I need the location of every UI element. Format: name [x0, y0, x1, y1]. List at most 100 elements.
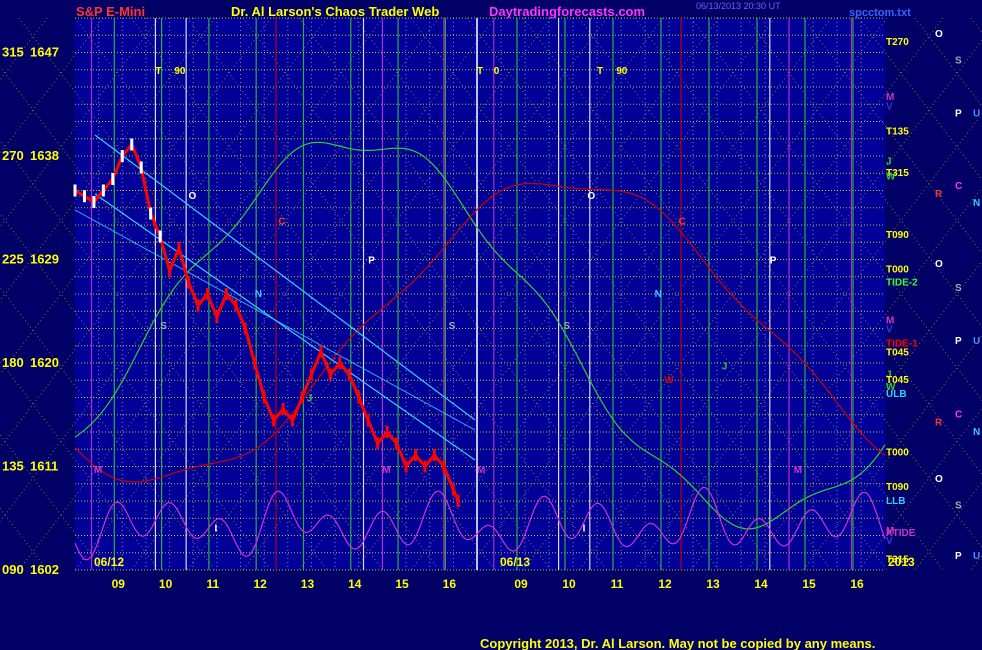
- cycle-label: W: [664, 375, 674, 386]
- cycle-label: S: [160, 321, 167, 332]
- t90-label: 90: [174, 66, 186, 77]
- date-label: 06/12: [94, 555, 124, 569]
- x-tick-label: 15: [395, 577, 409, 591]
- price-bar: [357, 391, 361, 404]
- planet-label: C: [955, 181, 962, 192]
- price-bar: [111, 173, 115, 185]
- series-layer: [74, 134, 886, 561]
- price-bar: [205, 288, 209, 300]
- level-label: W: [886, 172, 896, 183]
- price-bar: [177, 242, 181, 254]
- level-label: J: [886, 157, 892, 168]
- x-tick-label: 14: [754, 577, 768, 591]
- price-bar: [82, 190, 86, 203]
- cycle-label: P: [368, 256, 375, 267]
- level-label: J: [886, 369, 892, 380]
- y-tick-price: 1629: [30, 252, 59, 267]
- planet-label: O: [935, 474, 943, 485]
- price-bar: [309, 368, 313, 381]
- y-tick-degree: 225: [2, 252, 24, 267]
- x-tick-label: 13: [706, 577, 720, 591]
- x-tick-label: 10: [159, 577, 173, 591]
- price-bar: [281, 403, 285, 415]
- price-bar: [92, 196, 96, 208]
- level-label: M: [886, 526, 894, 537]
- price-bar: [158, 230, 162, 243]
- cycle-label: N: [655, 289, 662, 300]
- center-title: Dr. Al Larson's Chaos Trader Web: [231, 4, 439, 19]
- cycle-label: J: [722, 361, 728, 372]
- cycle-label: C: [679, 216, 686, 227]
- cycle-label: I: [215, 523, 218, 534]
- xtide-line: [74, 486, 886, 561]
- planet-label: O: [935, 259, 943, 270]
- price-bar: [376, 437, 380, 450]
- y-tick-degree: 090: [2, 562, 24, 577]
- x-tick-label: 09: [112, 577, 126, 591]
- level-label: ULB: [886, 389, 907, 400]
- file-name: spcctom.txt: [849, 7, 911, 19]
- y-tick-degree: 270: [2, 148, 24, 163]
- left-title: S&P E-Mini: [76, 4, 145, 19]
- x-tick-label: 11: [207, 577, 220, 591]
- price-bar: [404, 460, 408, 473]
- level-label: XTIDE: [886, 528, 916, 539]
- y-tick-degree: 180: [2, 355, 24, 370]
- x-tick-label: 12: [658, 577, 672, 591]
- price-bar: [366, 414, 370, 427]
- cycle-label: N: [255, 289, 262, 300]
- date-label: 06/13: [500, 555, 530, 569]
- copyright: Copyright 2013, Dr. Al Larson. May not b…: [480, 636, 875, 650]
- x-tick-label: 10: [562, 577, 576, 591]
- price-bar: [414, 449, 418, 461]
- price-bar: [130, 138, 134, 151]
- x-tick-label: 13: [301, 577, 315, 591]
- price-bar: [338, 357, 342, 369]
- price-bar: [196, 299, 200, 312]
- cycle-label: O: [587, 191, 595, 202]
- y-tick-price: 1620: [30, 355, 59, 370]
- planet-label: U: [973, 551, 980, 562]
- level-label: T000: [886, 265, 909, 276]
- x-tick-label: 15: [802, 577, 816, 591]
- level-label: V: [886, 101, 893, 112]
- planet-label: C: [955, 410, 962, 421]
- price-bar: [385, 426, 389, 438]
- level-label: T315: [886, 555, 909, 566]
- price-bar: [253, 357, 257, 369]
- cycle-label: S: [563, 321, 570, 332]
- price-bar: [319, 345, 323, 358]
- planet-label: N: [973, 198, 980, 209]
- level-label: LLB: [886, 496, 905, 507]
- price-bar: [395, 437, 399, 450]
- x-tick-label: 16: [850, 577, 864, 591]
- t90-label: 90: [616, 66, 628, 77]
- ulb-line: [94, 134, 476, 421]
- level-label: V: [886, 536, 893, 547]
- cycle-label: M: [794, 465, 802, 476]
- y-tick-price: 1611: [30, 459, 58, 474]
- t90-label: T: [597, 66, 603, 77]
- y-tick-price: 1602: [30, 562, 59, 577]
- level-label: TIDE-2: [886, 277, 918, 288]
- cycle-label: M: [94, 465, 102, 476]
- level-label: T045: [886, 375, 909, 386]
- t90-label: 0: [494, 66, 500, 77]
- price-bar: [168, 265, 172, 277]
- price-bar: [234, 299, 238, 312]
- y-tick-price: 1638: [30, 148, 59, 163]
- planet-label: P: [955, 551, 962, 562]
- planet-label: S: [955, 283, 962, 294]
- planet-label: O: [935, 29, 943, 40]
- level-label: T090: [886, 230, 909, 241]
- price-bar: [215, 311, 219, 323]
- cycle-label: I: [583, 523, 586, 534]
- level-label: T270: [886, 37, 909, 48]
- timestamp: 06/13/2013 20:30 UT: [696, 1, 781, 11]
- cycle-label: J: [307, 394, 313, 405]
- price-bar: [224, 288, 228, 300]
- level-label: M: [886, 92, 894, 103]
- cycle-label: S: [449, 321, 456, 332]
- level-label: T135: [886, 127, 909, 138]
